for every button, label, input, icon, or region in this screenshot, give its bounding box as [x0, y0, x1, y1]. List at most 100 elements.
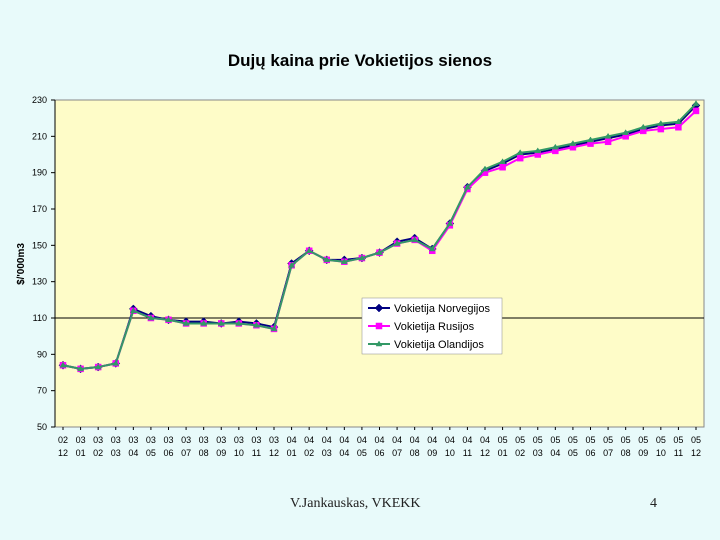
- x-tick-label-year: 03: [234, 435, 244, 445]
- y-tick-label: 50: [37, 422, 47, 432]
- data-point: [657, 120, 665, 126]
- x-tick-label-year: 05: [585, 435, 595, 445]
- x-tick-label-month: 01: [76, 448, 86, 458]
- data-point: [376, 249, 383, 255]
- x-tick-label-year: 03: [93, 435, 103, 445]
- x-tick-label-year: 04: [392, 435, 402, 445]
- data-point: [657, 125, 665, 133]
- x-tick-label-month: 10: [234, 448, 244, 458]
- x-tick-label-year: 04: [480, 435, 490, 445]
- x-tick-label-year: 05: [621, 435, 631, 445]
- x-tick-label-month: 09: [427, 448, 437, 458]
- x-tick-label-month: 01: [498, 448, 508, 458]
- y-axis: 50 70 90 110 130 150 170 190 210 230: [32, 95, 56, 432]
- data-point: [340, 258, 348, 264]
- x-tick-label-month: 02: [304, 448, 314, 458]
- x-tick-label-year: 03: [111, 435, 121, 445]
- x-tick-label-year: 05: [533, 435, 543, 445]
- x-tick-label-year: 05: [656, 435, 666, 445]
- data-point: [200, 319, 208, 326]
- x-tick-label-year: 05: [498, 435, 508, 445]
- x-tick-label-month: 03: [111, 448, 121, 458]
- x-tick-label-month: 02: [93, 448, 103, 458]
- data-point: [94, 363, 102, 370]
- data-point: [217, 319, 225, 326]
- data-point: [463, 183, 471, 190]
- x-tick-label-month: 05: [357, 448, 367, 458]
- x-tick-label-year: 03: [269, 435, 279, 445]
- data-point: [77, 365, 85, 372]
- y-tick-label: 150: [32, 240, 47, 250]
- data-point: [499, 163, 506, 171]
- data-point: [569, 140, 577, 146]
- data-point: [675, 124, 682, 131]
- x-tick-label-month: 06: [374, 448, 384, 458]
- data-point: [288, 261, 296, 268]
- data-point: [516, 149, 524, 155]
- y-tick-label: 90: [37, 349, 47, 359]
- x-tick-label-year: 04: [374, 435, 384, 445]
- x-tick-label-year: 04: [462, 435, 472, 445]
- data-point: [639, 123, 647, 130]
- data-point: [604, 138, 612, 146]
- data-point: [534, 147, 542, 154]
- footer-author: V.Jankauskas, VKEKK: [290, 496, 421, 511]
- data-point: [604, 132, 612, 139]
- data-point: [481, 165, 489, 172]
- legend-marker: [375, 322, 383, 330]
- legend-label: Vokietija Olandijos: [394, 339, 484, 351]
- x-tick-label-month: 11: [463, 448, 472, 458]
- chart-title: Dujų kaina prie Vokietijos sienos: [228, 51, 492, 70]
- y-tick-label: 130: [32, 277, 47, 287]
- x-tick-label-month: 09: [638, 448, 648, 458]
- data-point: [165, 316, 172, 323]
- x-tick-label-year: 03: [128, 435, 138, 445]
- data-point: [622, 129, 630, 135]
- legend: Vokietija Norvegijos Vokietija Rusijos Vok…: [361, 297, 503, 355]
- x-tick-label-year: 04: [304, 435, 314, 445]
- y-tick-label: 110: [33, 313, 47, 323]
- x-tick-label-year: 03: [181, 435, 191, 445]
- data-point: [446, 220, 454, 226]
- x-tick-label-month: 08: [410, 448, 420, 458]
- legend-label: Vokietija Norvegijos: [394, 303, 490, 315]
- x-tick-label-year: 04: [322, 435, 332, 445]
- x-tick-label-year: 03: [163, 435, 173, 445]
- x-tick-label-month: 12: [269, 448, 279, 458]
- x-tick-label-month: 05: [568, 448, 578, 458]
- x-tick-label-year: 03: [199, 435, 209, 445]
- legend-entry: Vokietija Olandijos: [368, 339, 484, 351]
- x-tick-label-month: 12: [58, 448, 68, 458]
- x-tick-label-year: 03: [251, 435, 261, 445]
- data-point: [270, 325, 278, 332]
- x-tick-label-month: 09: [216, 448, 226, 458]
- x-tick-label-year: 02: [58, 435, 68, 445]
- x-tick-label-month: 05: [146, 448, 156, 458]
- y-tick-label: 170: [32, 204, 47, 214]
- data-point: [551, 143, 559, 150]
- data-point: [499, 158, 507, 165]
- x-tick-label-year: 04: [410, 435, 420, 445]
- x-tick-label-year: 03: [76, 435, 86, 445]
- y-tick-label: 70: [37, 386, 47, 396]
- x-tick-label-year: 03: [216, 435, 226, 445]
- legend-label: Vokietija Rusijos: [394, 321, 475, 333]
- x-tick-label-month: 07: [603, 448, 613, 458]
- x-tick-label-year: 05: [638, 435, 648, 445]
- x-tick-label-month: 07: [392, 448, 402, 458]
- page-number: 4: [650, 496, 657, 511]
- data-point: [411, 236, 419, 243]
- data-point: [587, 136, 594, 143]
- series-3: [59, 100, 700, 372]
- x-tick-label-month: 02: [515, 448, 525, 458]
- x-tick-label-month: 04: [550, 448, 560, 458]
- x-tick-label-month: 03: [533, 448, 543, 458]
- legend-marker: [375, 340, 383, 347]
- x-tick-label-month: 06: [163, 448, 173, 458]
- data-point: [692, 107, 700, 115]
- data-point: [692, 100, 700, 106]
- x-tick-label-year: 05: [515, 435, 525, 445]
- x-tick-label-month: 08: [621, 448, 631, 458]
- x-tick-label-year: 05: [568, 435, 578, 445]
